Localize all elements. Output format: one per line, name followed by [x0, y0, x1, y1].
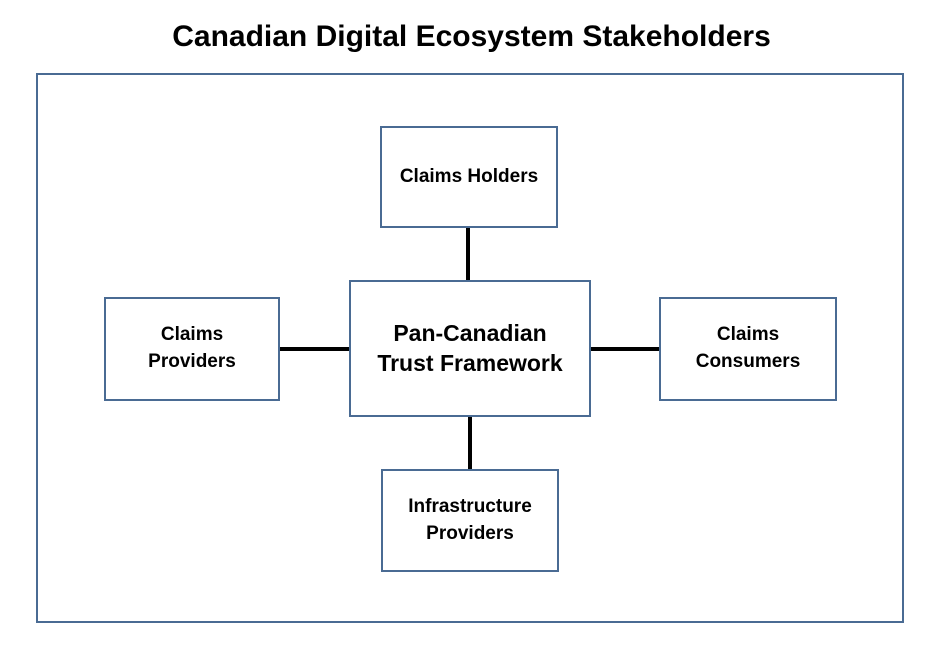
connector-right — [590, 347, 660, 351]
diagram-frame — [36, 73, 904, 623]
node-infrastructure-providers: Infrastructure Providers — [381, 469, 559, 572]
node-claims-providers-label: Claims Providers — [148, 324, 236, 372]
node-pan-canadian-trust-framework-label: Pan-Canadian Trust Framework — [377, 319, 563, 376]
node-infrastructure-providers-label: Infrastructure Providers — [408, 495, 532, 544]
node-claims-holders-label: Claims Holders — [399, 165, 539, 187]
diagram-title: Canadian Digital Ecosystem Stakeholders — [172, 20, 771, 53]
connector-top — [466, 228, 470, 280]
connector-bottom — [468, 416, 472, 469]
connector-left — [280, 347, 350, 351]
node-claims-consumers: Claims Consumers — [659, 297, 837, 401]
node-claims-consumers-label: Claims Consumers — [695, 324, 801, 372]
node-pan-canadian-trust-framework: Pan-Canadian Trust Framework — [349, 280, 591, 417]
node-claims-providers: Claims Providers — [104, 297, 280, 401]
node-claims-holders: Claims Holders — [380, 126, 558, 228]
